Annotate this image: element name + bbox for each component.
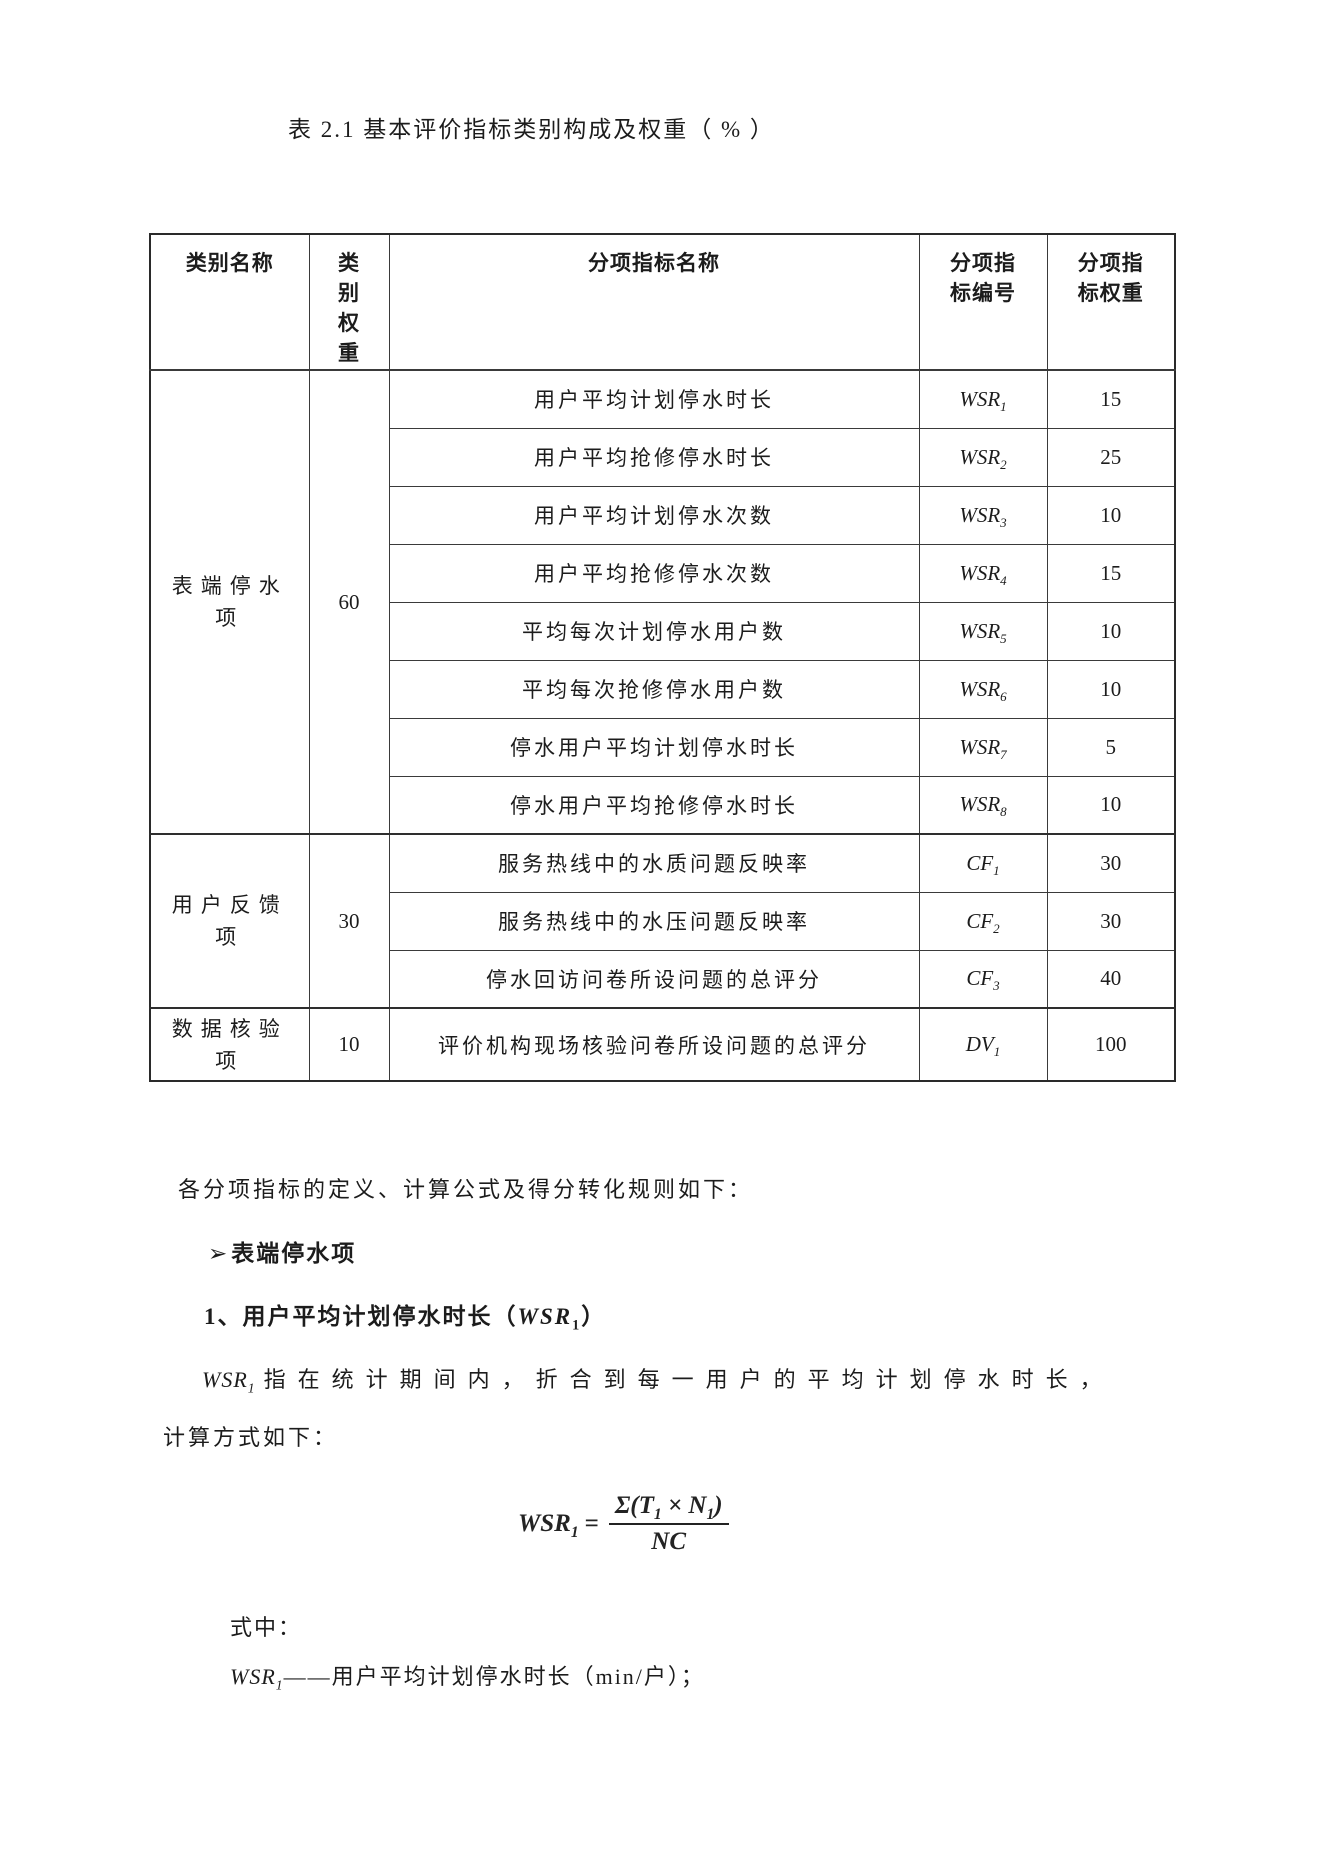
header-indicator-name: 分项指标名称: [388, 233, 920, 371]
indicator-code-cell: WSR4: [918, 543, 1048, 603]
indicator-weight-cell: 100: [1046, 1007, 1176, 1082]
indicator-name-cell: 停水用户平均抢修停水时长: [388, 775, 920, 835]
indicator-weight-cell: 10: [1046, 775, 1176, 835]
wsr-term: WSR1: [202, 1367, 256, 1396]
indicator-code-cell: WSR6: [918, 659, 1048, 719]
header-indicator-weight: 分项指 标权重: [1046, 233, 1176, 371]
table-row: 数据核验 项 10 评价机构现场核验问卷所设问题的总评分 DV1 100: [149, 1007, 1176, 1082]
indicator-name-cell: 用户平均抢修停水时长: [388, 427, 920, 487]
indicator-weight-cell: 5: [1046, 717, 1176, 777]
indicator-weight-cell: 15: [1046, 543, 1176, 603]
indicator-code-cell: WSR2: [918, 427, 1048, 487]
indicator-name-cell: 用户平均抢修停水次数: [388, 543, 920, 603]
indicator-code-cell: WSR7: [918, 717, 1048, 777]
header-category-weight: 类 别 权 重: [308, 233, 390, 371]
indicator-weight-cell: 10: [1046, 659, 1176, 719]
table-row: 平均每次计划停水用户数 WSR5 10: [150, 601, 1176, 661]
formula-denominator: NC: [651, 1528, 687, 1555]
indicator-weight-cell: 30: [1046, 833, 1176, 893]
indicator-code-cell: CF1: [918, 833, 1048, 893]
em-dash: ——: [283, 1664, 332, 1689]
indicator-code-cell: WSR8: [918, 775, 1048, 835]
formula-fraction: Σ(T1 × N1) NC: [608, 1492, 729, 1556]
category-weight-cell: 30: [308, 833, 390, 1009]
table-caption: 表 2.1 基本评价指标类别构成及权重（ % ）: [288, 117, 775, 142]
table-row: 用户平均抢修停水次数 WSR4 15: [150, 543, 1176, 603]
where-label: 式中：: [230, 1615, 303, 1640]
definition-paragraph-line-2: 计算方式如下：: [163, 1425, 339, 1450]
indicator-weight-cell: 30: [1046, 891, 1176, 951]
table-row: 停水回访问卷所设问题的总评分 CF3 40: [150, 949, 1176, 1009]
definition-paragraph-line-1: WSR1 指在统计期间内，折合到每一用户的平均计划停水时长，: [202, 1362, 1114, 1396]
wsr1-formula: WSR1 = Σ(T1 × N1) NC: [518, 1492, 729, 1556]
header-indicator-code: 分项指 标编号: [918, 233, 1048, 371]
header-category-name: 类别名称: [149, 233, 310, 371]
wsr1-definition-line: WSR1——用户平均计划停水时长（min/户）；: [230, 1659, 705, 1693]
arrow-bullet-icon: ➢: [208, 1241, 230, 1266]
table-row: 平均每次抢修停水用户数 WSR6 10: [150, 659, 1176, 719]
indicator-name-cell: 服务热线中的水压问题反映率: [388, 891, 920, 951]
table-row: 用户平均抢修停水时长 WSR2 25: [150, 427, 1176, 487]
item-title: 用户平均计划停水时长（: [242, 1304, 518, 1329]
category-weight-cell: 60: [308, 369, 390, 835]
table-row: 服务热线中的水压问题反映率 CF2 30: [150, 891, 1176, 951]
indicator-name-cell: 评价机构现场核验问卷所设问题的总评分: [388, 1007, 920, 1082]
indicator-name-cell: 停水回访问卷所设问题的总评分: [388, 949, 920, 1009]
table-header-row: 类别名称 类 别 权 重 分项指标名称 分项指 标编号 分项指 标权重: [149, 233, 1176, 371]
equals-sign: =: [584, 1510, 599, 1537]
category-name-cell: 表端停水 项: [149, 369, 310, 835]
intro-paragraph: 各分项指标的定义、计算公式及得分转化规则如下：: [178, 1177, 754, 1202]
indicator-weight-table: 类别名称 类 别 权 重 分项指标名称 分项指 标编号 分项指 标权重 表端停水…: [149, 233, 1176, 1082]
indicator-code-cell: WSR3: [918, 485, 1048, 545]
table-row: 停水用户平均计划停水时长 WSR7 5: [150, 717, 1176, 777]
indicator-weight-cell: 25: [1046, 427, 1176, 487]
indicator-weight-cell: 10: [1046, 601, 1176, 661]
indicator-code-cell: DV1: [918, 1007, 1048, 1082]
item-code-subscript: 1: [572, 1317, 582, 1334]
indicator-code-cell: CF3: [918, 949, 1048, 1009]
category-name-cell: 数据核验 项: [149, 1007, 310, 1082]
item-title-close: ）: [581, 1304, 607, 1329]
table-row: 停水用户平均抢修停水时长 WSR8 10: [150, 775, 1176, 835]
indicator-name-cell: 平均每次抢修停水用户数: [388, 659, 920, 719]
indicator-weight-cell: 40: [1046, 949, 1176, 1009]
indicator-name-cell: 用户平均计划停水次数: [388, 485, 920, 545]
item-1-heading: 1、用户平均计划停水时长（WSR1）: [204, 1297, 607, 1334]
indicator-weight-cell: 15: [1046, 369, 1176, 429]
indicator-code-cell: WSR5: [918, 601, 1048, 661]
indicator-code-cell: WSR1: [918, 369, 1048, 429]
paragraph-text: 指在统计期间内，折合到每一用户的平均计划停水时长，: [263, 1367, 1114, 1392]
indicator-name-cell: 平均每次计划停水用户数: [388, 601, 920, 661]
wsr-term: WSR1: [230, 1664, 284, 1693]
formula-numerator: Σ(T1 × N1): [608, 1492, 729, 1525]
table-row: 用户平均计划停水次数 WSR3 10: [150, 485, 1176, 545]
item-number: 1、: [204, 1304, 243, 1329]
indicator-name-cell: 服务热线中的水质问题反映率: [388, 833, 920, 893]
item-code: WSR: [517, 1304, 573, 1329]
indicator-weight-cell: 10: [1046, 485, 1176, 545]
category-weight-cell: 10: [308, 1007, 390, 1082]
category-name-cell: 用户反馈 项: [149, 833, 310, 1009]
formula-lhs: WSR1: [518, 1510, 579, 1541]
table-row: 用户反馈 项 30 服务热线中的水质问题反映率 CF1 30: [149, 833, 1176, 1009]
section-heading-label: 表端停水项: [231, 1241, 357, 1266]
indicator-name-cell: 用户平均计划停水时长: [388, 369, 920, 429]
section-heading: ➢表端停水项: [208, 1234, 356, 1268]
indicator-name-cell: 停水用户平均计划停水时长: [388, 717, 920, 777]
definition-text: 用户平均计划停水时长（min/户）；: [331, 1664, 705, 1689]
indicator-code-cell: CF2: [918, 891, 1048, 951]
table-row: 表端停水 项 60 用户平均计划停水时长 WSR1 15: [149, 369, 1176, 835]
